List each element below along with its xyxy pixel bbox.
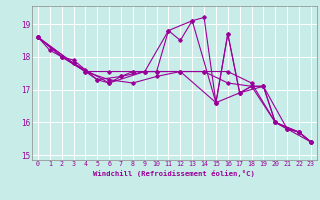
X-axis label: Windchill (Refroidissement éolien,°C): Windchill (Refroidissement éolien,°C) [93,170,255,177]
